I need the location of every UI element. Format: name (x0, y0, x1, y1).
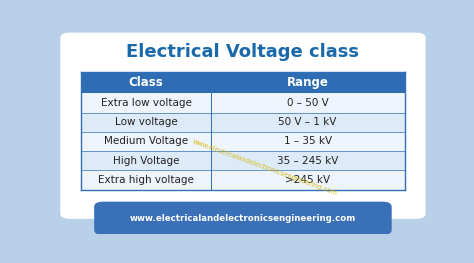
Text: High Voltage: High Voltage (113, 156, 179, 166)
Bar (82, 113, 404, 132)
Text: www.electricalandelectronicsengineering.com: www.electricalandelectronicsengineering.… (191, 138, 338, 196)
Text: Medium Voltage: Medium Voltage (104, 136, 188, 146)
Text: Low voltage: Low voltage (115, 117, 177, 127)
Text: Class: Class (128, 76, 164, 89)
FancyBboxPatch shape (59, 32, 427, 220)
Bar (82, 72, 404, 93)
Text: 0 – 50 V: 0 – 50 V (287, 98, 328, 108)
Text: Range: Range (287, 76, 328, 89)
Bar (82, 132, 404, 151)
Text: 1 – 35 kV: 1 – 35 kV (283, 136, 332, 146)
Text: >245 kV: >245 kV (285, 175, 330, 185)
Bar (82, 170, 404, 190)
Text: Extra high voltage: Extra high voltage (98, 175, 194, 185)
Text: 35 – 245 kV: 35 – 245 kV (277, 156, 338, 166)
Text: www.electricalandelectronicsengineering.com: www.electricalandelectronicsengineering.… (130, 214, 356, 223)
Text: Extra low voltage: Extra low voltage (100, 98, 191, 108)
FancyBboxPatch shape (94, 202, 392, 235)
Text: 50 V – 1 kV: 50 V – 1 kV (278, 117, 337, 127)
Bar (82, 151, 404, 170)
Text: Electrical Voltage class: Electrical Voltage class (127, 43, 359, 61)
Bar (82, 93, 404, 113)
